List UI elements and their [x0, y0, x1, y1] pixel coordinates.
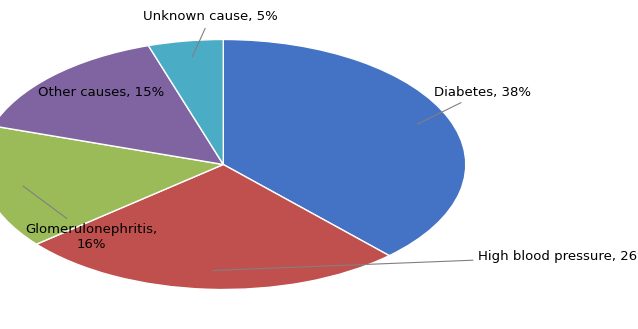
Text: High blood pressure, 26%: High blood pressure, 26%: [213, 250, 638, 270]
Wedge shape: [149, 39, 223, 164]
Wedge shape: [0, 126, 223, 244]
Text: Diabetes, 38%: Diabetes, 38%: [417, 86, 531, 124]
Wedge shape: [36, 164, 389, 290]
Text: Other causes, 15%: Other causes, 15%: [38, 86, 165, 99]
Wedge shape: [0, 46, 223, 164]
Wedge shape: [223, 39, 466, 256]
Text: Unknown cause, 5%: Unknown cause, 5%: [143, 10, 278, 57]
Text: Glomerulonephritis,
16%: Glomerulonephritis, 16%: [23, 186, 158, 251]
